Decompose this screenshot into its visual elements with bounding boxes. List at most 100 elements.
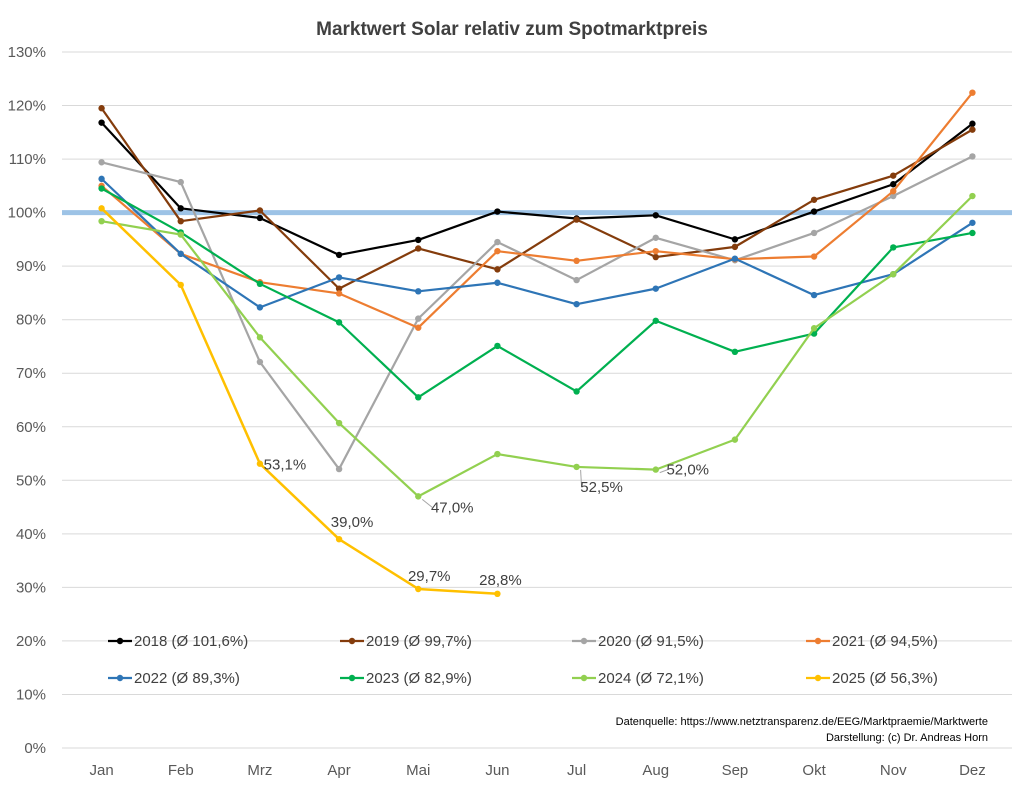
data-point [98,159,105,166]
legend-swatch-marker [348,674,356,682]
data-point [494,247,501,255]
series-line [101,195,974,498]
legend-item-2019-99-7: 2019 (Ø 99,7%) [340,633,472,650]
x-tick-label: Apr [327,762,350,779]
data-point [415,493,422,500]
data-point [652,253,659,261]
data-point [494,208,501,215]
legend-item-2022-89-3: 2022 (Ø 89,3%) [108,670,240,687]
data-point [969,89,976,96]
data-point [652,234,659,241]
data-point [256,334,264,341]
author-text: Darstellung: (c) Dr. Andreas Horn [826,732,988,744]
data-point [335,274,343,281]
data-label: 28,8% [479,572,522,589]
data-point [98,175,105,183]
series-line [100,121,974,257]
data-point [731,348,739,356]
data-point [494,266,501,273]
series-2024-72-1 [98,192,976,500]
legend-label: 2025 (Ø 56,3%) [832,670,938,687]
data-point [415,315,422,322]
legend-item-2020-91-5: 2020 (Ø 91,5%) [572,633,704,650]
data-point [731,436,739,443]
data-point [969,126,976,133]
y-tick-label: 90% [16,258,46,275]
series-layer [98,89,976,598]
x-tick-label: Dez [959,762,986,779]
data-point [810,253,818,260]
legend-swatch-marker [116,637,124,645]
label-leader-line [421,498,433,508]
y-tick-label: 50% [16,472,46,489]
legend-swatch-marker [814,637,822,645]
data-label: 47,0% [431,499,474,516]
data-point [335,251,343,259]
data-point [890,188,897,195]
data-point [256,358,264,366]
source-text: Datenquelle: https://www.netztransparenz… [616,716,988,728]
data-point [573,257,580,264]
legend-swatch-marker [814,674,822,682]
data-point [415,324,422,331]
data-point [810,208,818,215]
data-point [494,238,501,246]
data-point [810,229,818,237]
x-tick-label: Aug [642,762,669,779]
data-point [652,466,659,473]
x-tick-label: Sep [722,762,749,779]
data-point [335,319,343,326]
x-tick-label: Nov [880,762,907,779]
data-point [256,460,264,467]
label-leader-line [659,469,668,474]
data-point [177,281,184,289]
legend-item-2023-82-9: 2023 (Ø 82,9%) [340,670,472,687]
data-point [810,196,818,203]
data-point [415,585,422,593]
data-point [494,450,501,458]
data-label: 29,7% [408,568,451,585]
legend-item-2024-72-1: 2024 (Ø 72,1%) [572,670,704,687]
data-point [969,219,976,226]
data-point [177,250,184,258]
data-point [890,244,897,251]
label-leader-line [580,469,583,487]
data-point [969,192,976,200]
data-point [652,212,659,219]
series-line [100,207,498,596]
legend-label: 2019 (Ø 99,7%) [366,633,472,650]
series-2019-99-7 [98,105,976,292]
data-point [98,185,105,192]
y-tick-label: 100% [8,205,46,222]
legend: 2018 (Ø 101,6%) 2019 (Ø 99,7%) 2020 (Ø 91,… [108,633,938,687]
x-axis-ticks: Jan Feb Mrz Apr Mai Jun Jul Aug Sep Okt Nov Dez [89,762,985,779]
data-point [731,236,739,243]
x-tick-label: Jun [485,762,509,779]
data-point [573,388,580,395]
data-point [494,279,501,286]
legend-label: 2020 (Ø 91,5%) [598,633,704,650]
data-point [98,105,105,112]
data-point [652,317,659,324]
data-point [652,247,659,255]
data-point [890,181,897,188]
legend-swatch-marker [580,637,588,645]
legend-label: 2024 (Ø 72,1%) [598,670,704,687]
legend-item-2021-94-5: 2021 (Ø 94,5%) [806,633,938,650]
data-point [415,236,422,244]
y-axis-ticks: 0% 10% 20% 30% 40% 50% 60% 70% 80% 90% 100% 110% 120… [8,44,46,757]
data-point [177,178,184,186]
data-point [415,245,422,252]
data-point [256,207,264,214]
data-label-layer: 53,1% 39,0% 29,7% 28,8% 47,0% 52,5% 52,0% [264,457,709,589]
legend-label: 2021 (Ø 94,5%) [832,633,938,650]
data-point [810,291,818,299]
y-tick-label: 0% [24,740,46,757]
data-point [890,270,897,278]
data-point [98,205,105,212]
legend-item-2025-56-3: 2025 (Ø 56,3%) [806,670,938,687]
data-point [494,342,501,350]
x-tick-label: Mrz [247,762,272,779]
data-point [415,288,422,295]
